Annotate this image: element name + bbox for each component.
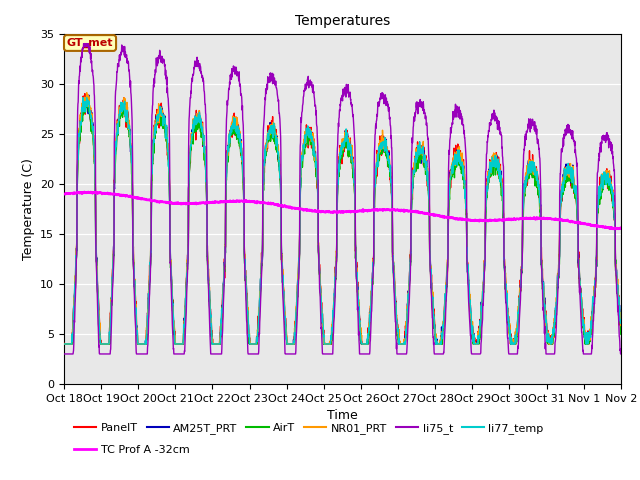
Text: GT_met: GT_met [67, 38, 113, 48]
X-axis label: Time: Time [327, 409, 358, 422]
Title: Temperatures: Temperatures [295, 14, 390, 28]
Legend: TC Prof A -32cm: TC Prof A -32cm [70, 440, 194, 459]
Y-axis label: Temperature (C): Temperature (C) [22, 158, 35, 260]
